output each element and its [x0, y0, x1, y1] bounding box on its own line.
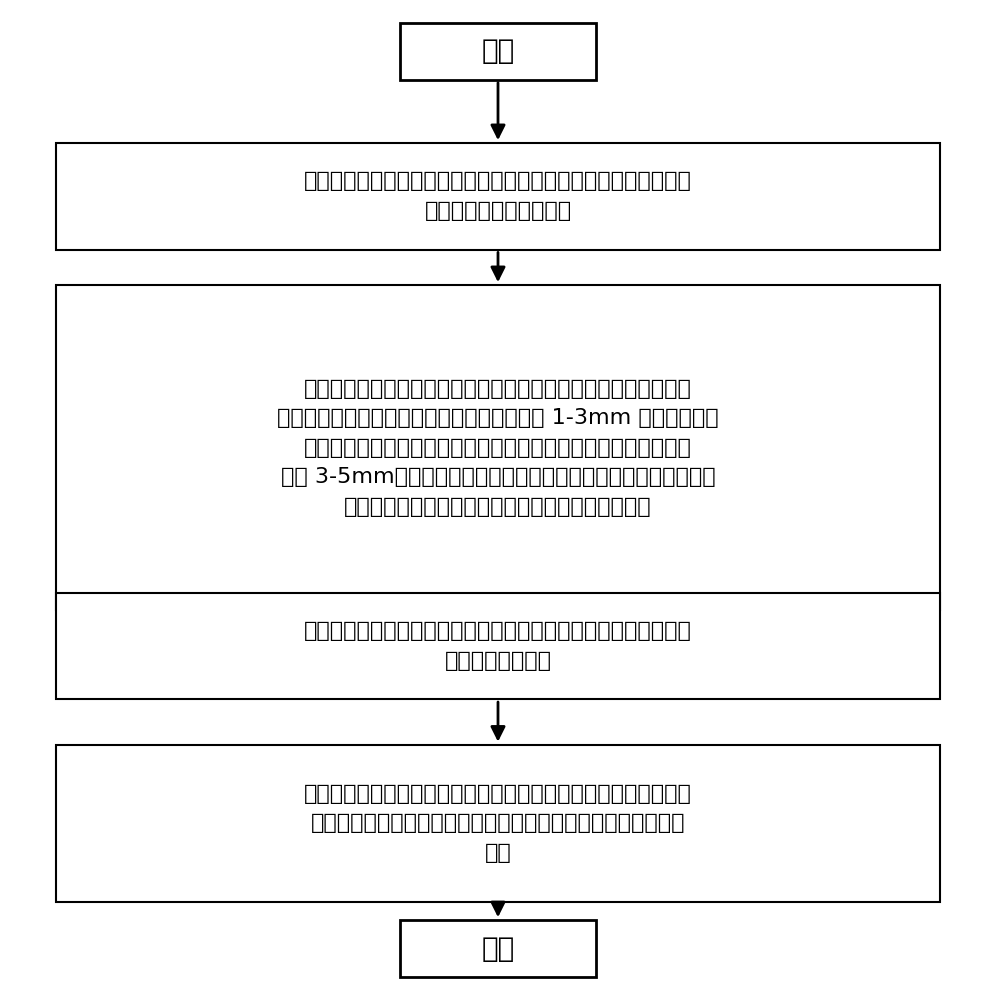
- Bar: [56, 143, 940, 250]
- Text: 对目标元素质量浓度已知的定标样品进行预处理，在定标样品表面
上方制作坑洞或者腔体。: 对目标元素质量浓度已知的定标样品进行预处理，在定标样品表面 上方制作坑洞或者腔体…: [304, 171, 692, 221]
- Bar: [56, 285, 940, 610]
- Bar: [399, 920, 597, 977]
- Text: 利用传统的单变量定标方法，拟合得到目标元素谱线强度和该元素
浓度的定标曲线。: 利用传统的单变量定标方法，拟合得到目标元素谱线强度和该元素 浓度的定标曲线。: [304, 621, 692, 671]
- Bar: [56, 593, 940, 699]
- Bar: [56, 745, 940, 902]
- Text: 利用双脉冲激光诱导等离子光谱系统对定标样品进行检测，第一个
脉冲从平行于样品的方向击打在坑洞的正上方 1-3mm 的空气中，用
于产生低压环境；第二个脉冲则从垂: 利用双脉冲激光诱导等离子光谱系统对定标样品进行检测，第一个 脉冲从平行于样品的方…: [277, 379, 719, 517]
- Text: 结束: 结束: [481, 935, 515, 963]
- Bar: [399, 23, 597, 80]
- Text: 对目标元素浓度未知的待测样品，首先利用激光诱导等离子光谱系
统得到目标元素的谱线强度，然后在定标曲线上查得该元素的浓
度。: 对目标元素浓度未知的待测样品，首先利用激光诱导等离子光谱系 统得到目标元素的谱线…: [304, 784, 692, 863]
- Text: 开始: 开始: [481, 37, 515, 65]
